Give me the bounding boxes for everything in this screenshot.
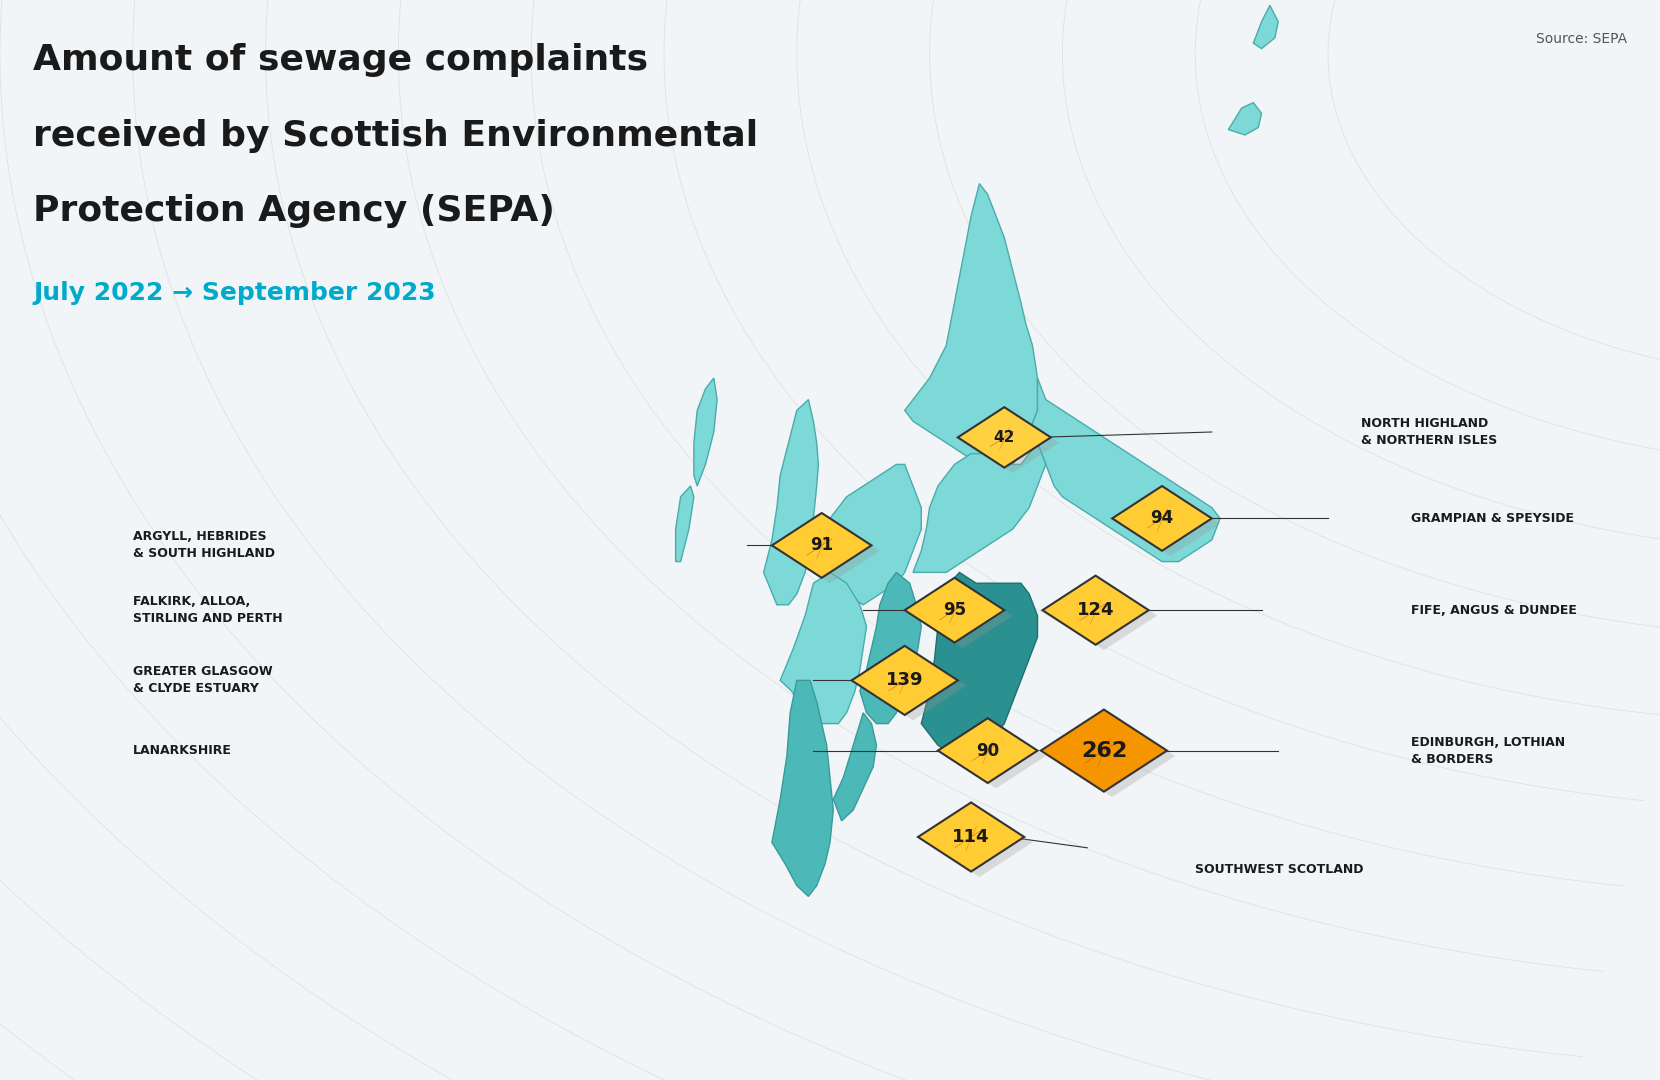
Polygon shape [780,572,867,724]
Polygon shape [764,400,818,605]
Text: NORTH HIGHLAND
& NORTHERN ISLES: NORTH HIGHLAND & NORTHERN ISLES [1361,417,1497,447]
Polygon shape [852,646,958,715]
Text: Amount of sewage complaints: Amount of sewage complaints [33,43,649,77]
Polygon shape [905,184,1038,475]
Text: SOUTHWEST SCOTLAND: SOUTHWEST SCOTLAND [1195,863,1365,876]
Polygon shape [966,413,1059,473]
Polygon shape [1253,5,1278,49]
Text: 95: 95 [943,602,966,619]
Text: 124: 124 [1077,602,1114,619]
Polygon shape [1120,491,1220,556]
Polygon shape [1029,378,1220,562]
Text: 94: 94 [1150,510,1174,527]
Text: GREATER GLASGOW
& CLYDE ESTUARY: GREATER GLASGOW & CLYDE ESTUARY [133,665,272,696]
Polygon shape [1112,486,1212,551]
Polygon shape [1041,710,1167,792]
Polygon shape [772,513,872,578]
Text: 139: 139 [886,672,923,689]
Polygon shape [905,578,1004,643]
Text: 42: 42 [994,430,1014,445]
Polygon shape [913,583,1013,648]
Polygon shape [958,407,1051,468]
Text: Source: SEPA: Source: SEPA [1536,32,1627,46]
Text: 262: 262 [1081,741,1127,760]
Text: received by Scottish Environmental: received by Scottish Environmental [33,119,759,152]
Polygon shape [1042,576,1149,645]
Polygon shape [813,464,921,605]
Polygon shape [676,486,694,562]
Polygon shape [938,718,1038,783]
Text: LANARKSHIRE: LANARKSHIRE [133,744,232,757]
Text: GRAMPIAN & SPEYSIDE: GRAMPIAN & SPEYSIDE [1411,512,1574,525]
Polygon shape [780,518,880,583]
Text: 90: 90 [976,742,999,759]
Text: 91: 91 [810,537,833,554]
Text: ARGYLL, HEBRIDES
& SOUTH HIGHLAND: ARGYLL, HEBRIDES & SOUTH HIGHLAND [133,530,276,561]
Text: Protection Agency (SEPA): Protection Agency (SEPA) [33,194,554,228]
Polygon shape [913,443,1046,572]
Text: July 2022 → September 2023: July 2022 → September 2023 [33,281,437,305]
Polygon shape [833,713,876,821]
Text: FIFE, ANGUS & DUNDEE: FIFE, ANGUS & DUNDEE [1411,604,1577,617]
Polygon shape [921,572,1038,756]
Polygon shape [860,572,921,724]
Polygon shape [946,724,1046,788]
Polygon shape [1049,715,1175,797]
Polygon shape [694,378,717,486]
Polygon shape [860,651,966,720]
Polygon shape [1228,103,1262,135]
Text: EDINBURGH, LOTHIAN
& BORDERS: EDINBURGH, LOTHIAN & BORDERS [1411,735,1565,766]
Polygon shape [1051,581,1157,650]
Polygon shape [772,680,833,896]
Text: 114: 114 [953,828,989,846]
Text: FALKIRK, ALLOA,
STIRLING AND PERTH: FALKIRK, ALLOA, STIRLING AND PERTH [133,595,282,625]
Polygon shape [926,808,1033,877]
Polygon shape [918,802,1024,872]
